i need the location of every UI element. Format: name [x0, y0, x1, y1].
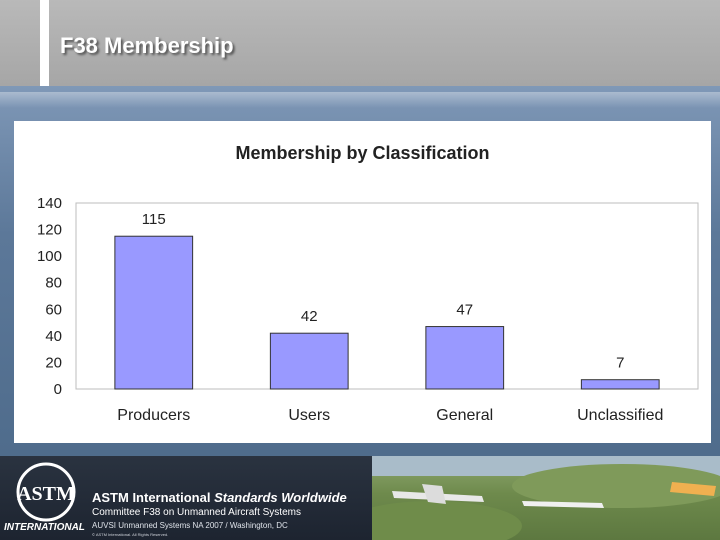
footer-aircraft-photo	[372, 456, 720, 540]
data-label: 42	[301, 308, 318, 325]
y-tick-label: 60	[45, 301, 62, 318]
category-label: Producers	[117, 407, 190, 424]
footer-event: AUVSI Unmanned Systems NA 2007 / Washing…	[92, 521, 288, 530]
header-stripe	[40, 0, 49, 86]
chart-panel: Membership by Classification 0 20 40 60 80 10…	[14, 121, 711, 443]
data-label: 115	[142, 211, 166, 228]
y-tick-label: 40	[45, 328, 62, 345]
y-tick-label: 120	[37, 222, 62, 239]
footer-org: ASTM International Standards Worldwide	[92, 490, 347, 505]
bar-chart: 0 20 40 60 80 100 120 140 115 Producers 42 Users 47 G…	[37, 195, 699, 424]
bar	[114, 235, 194, 390]
chart-title: Membership by Classification	[235, 143, 490, 163]
footer-committee: Committee F38 on Unmanned Aircraft Syste…	[92, 507, 301, 518]
logo-subtitle: INTERNATIONAL	[4, 522, 85, 533]
data-label: 47	[456, 302, 473, 319]
slide-title: F38 Membership	[60, 33, 234, 58]
y-tick-label: 100	[37, 248, 62, 265]
category-label: General	[436, 407, 493, 424]
category-label: Users	[288, 407, 330, 424]
footer-copyright: © ASTM International. All Rights Reserve…	[92, 532, 169, 537]
slide-header: F38 Membership	[0, 0, 720, 86]
svg-text:ASTM: ASTM	[17, 483, 75, 505]
y-tick-label: 80	[45, 275, 62, 292]
bar	[425, 326, 505, 390]
data-label: 7	[616, 355, 624, 372]
y-tick-label: 20	[45, 354, 62, 371]
y-tick-label: 0	[54, 381, 62, 398]
plot-area	[75, 202, 699, 390]
y-tick-label: 140	[37, 195, 62, 212]
org-name: ASTM International	[92, 490, 211, 505]
bar	[580, 379, 660, 390]
org-tagline: Standards Worldwide	[214, 490, 347, 505]
bar	[269, 332, 349, 390]
astm-logo: ASTM	[16, 462, 76, 522]
category-label: Unclassified	[577, 407, 663, 424]
